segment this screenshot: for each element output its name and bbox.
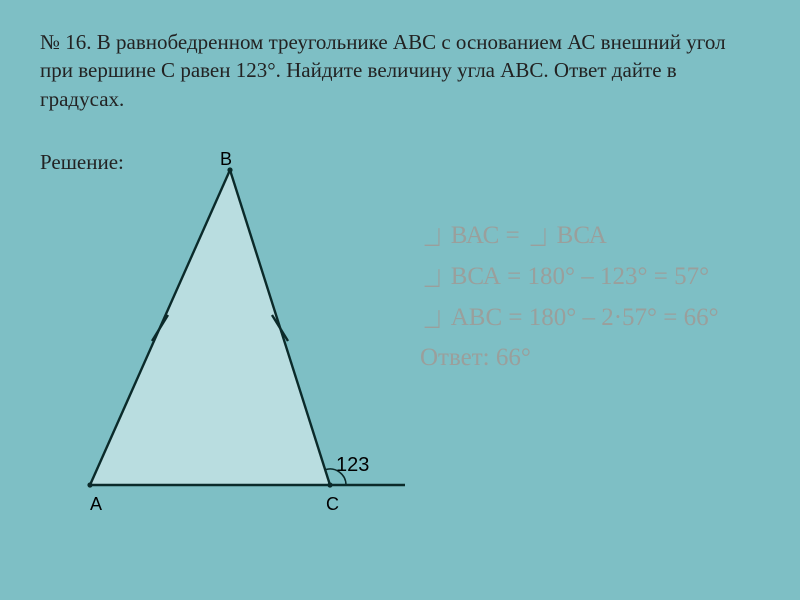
vertex-c-label: C bbox=[326, 494, 339, 514]
exterior-angle-label: 123 bbox=[336, 454, 369, 476]
step-1a: ВАС = bbox=[451, 222, 526, 249]
vertex-a-label: A bbox=[90, 494, 102, 514]
step-3-text: АВС = 180° – 2·57° = 66° bbox=[451, 304, 719, 331]
vertex-b-label: B bbox=[220, 150, 232, 169]
answer: Ответ: 66° bbox=[420, 338, 719, 378]
triangle-diagram: A B C 123 bbox=[60, 150, 420, 530]
vertex-a-dot bbox=[87, 482, 92, 487]
vertex-c-dot bbox=[327, 482, 332, 487]
step-2-text: ВСА = 180° – 123° = 57° bbox=[451, 263, 709, 290]
problem-text: № 16. В равнобедренном треугольнике АВС … bbox=[40, 28, 760, 113]
step-2: ∟ ВСА = 180° – 123° = 57° bbox=[420, 256, 719, 297]
step-3: ∟ АВС = 180° – 2·57° = 66° bbox=[420, 297, 719, 338]
angle-icon: ∟ bbox=[420, 294, 444, 342]
solution-steps: ∟ ВАС = ∟ ВСА ∟ ВСА = 180° – 123° = 57° … bbox=[420, 215, 719, 378]
step-1c: ВСА bbox=[557, 222, 607, 249]
angle-icon: ∟ bbox=[526, 212, 550, 260]
step-1: ∟ ВАС = ∟ ВСА bbox=[420, 215, 719, 256]
